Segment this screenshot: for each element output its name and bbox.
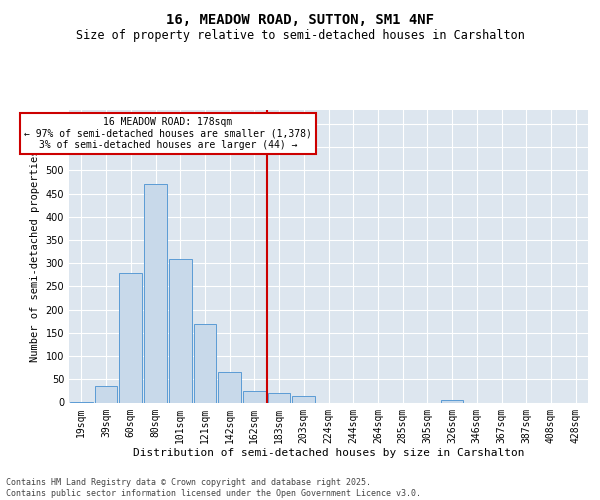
Text: Size of property relative to semi-detached houses in Carshalton: Size of property relative to semi-detach… — [76, 29, 524, 42]
Bar — [292, 396, 315, 402]
Bar — [441, 400, 463, 402]
Bar — [119, 272, 142, 402]
Text: 16 MEADOW ROAD: 178sqm
← 97% of semi-detached houses are smaller (1,378)
3% of s: 16 MEADOW ROAD: 178sqm ← 97% of semi-det… — [24, 117, 312, 150]
Bar — [95, 386, 118, 402]
Bar — [144, 184, 167, 402]
Bar — [243, 391, 266, 402]
Bar — [218, 372, 241, 402]
Bar — [194, 324, 216, 402]
Y-axis label: Number of semi-detached properties: Number of semi-detached properties — [30, 150, 40, 362]
Bar — [268, 393, 290, 402]
Text: Contains HM Land Registry data © Crown copyright and database right 2025.
Contai: Contains HM Land Registry data © Crown c… — [6, 478, 421, 498]
X-axis label: Distribution of semi-detached houses by size in Carshalton: Distribution of semi-detached houses by … — [133, 448, 524, 458]
Text: 16, MEADOW ROAD, SUTTON, SM1 4NF: 16, MEADOW ROAD, SUTTON, SM1 4NF — [166, 12, 434, 26]
Bar — [169, 258, 191, 402]
